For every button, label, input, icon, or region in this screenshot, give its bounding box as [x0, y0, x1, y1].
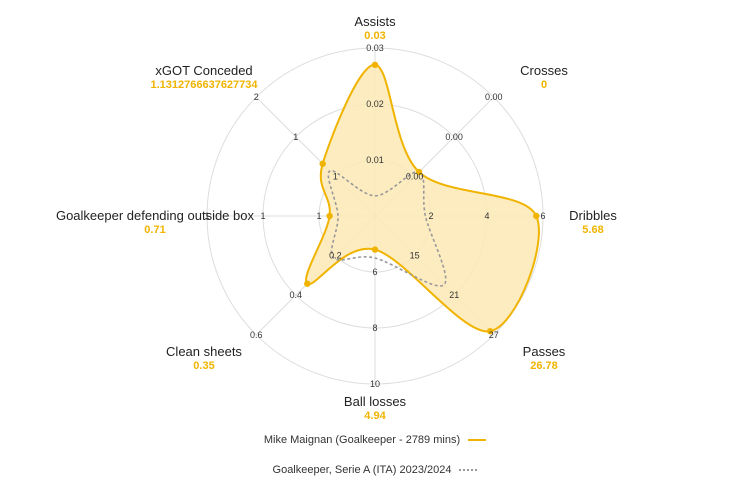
axis-3-tick-2: 4 [484, 211, 489, 221]
axis-6-tick-2: 0.4 [290, 290, 303, 300]
axis-3-tick-1: 2 [428, 211, 433, 221]
player-point-3[interactable] [533, 212, 540, 220]
axis-value-1: 0.03 [364, 30, 385, 42]
axis-label-2: Crosses [520, 63, 568, 78]
axis-label-1: Assists [354, 14, 396, 29]
axis-1-tick-3: 0.03 [366, 43, 384, 53]
player-point-1[interactable] [371, 61, 379, 68]
axis-label-7: Goalkeeper defending outside box [56, 208, 255, 223]
player-point-7[interactable] [326, 212, 333, 220]
chart-legend: Mike Maignan (Goalkeeper - 2789 mins) Go… [0, 432, 750, 492]
player-point-8[interactable] [319, 160, 326, 167]
axis-8-tick-1: 1 [333, 171, 338, 181]
axis-5-tick-3: 10 [370, 379, 380, 389]
axis-6-tick-3: 0.6 [250, 330, 263, 340]
axis-value-4: 26.78 [530, 360, 558, 372]
axis-1-tick-1: 0.01 [366, 155, 384, 165]
axis-3-tick-3: 6 [540, 211, 545, 221]
axis-4-tick-2: 21 [449, 290, 459, 300]
axis-value-5: 4.94 [364, 410, 386, 422]
axis-7-tick-3: 1 [204, 211, 209, 221]
legend-average-label: Goalkeeper, Serie A (ITA) 2023/2024 [272, 464, 452, 476]
player-point-5[interactable] [371, 246, 379, 253]
axis-value-6: 0.35 [193, 360, 214, 372]
legend-player-swatch [468, 439, 487, 441]
axis-label-5: Ball losses [344, 394, 407, 409]
legend-item-player[interactable]: Mike Maignan (Goalkeeper - 2789 mins) [0, 432, 750, 448]
player-point-6[interactable] [304, 280, 311, 287]
legend-average-swatch [459, 469, 478, 471]
axis-8-tick-2: 1 [293, 132, 298, 142]
axis-5-tick-2: 8 [372, 323, 377, 333]
axis-2-tick-1: 0.00 [406, 171, 424, 181]
axis-value-2: 0 [541, 79, 547, 91]
player-point-4[interactable] [487, 328, 494, 335]
axis-label-8: xGOT Conceded [155, 63, 252, 78]
legend-item-average[interactable]: Goalkeeper, Serie A (ITA) 2023/2024 [0, 462, 750, 478]
axis-7-tick-1: 1 [316, 211, 321, 221]
axis-label-3: Dribbles [569, 208, 617, 223]
series-average-line[interactable] [327, 170, 447, 287]
axis-value-8: 1.1312766637627734 [150, 79, 258, 91]
legend-player-label: Mike Maignan (Goalkeeper - 2789 mins) [263, 434, 461, 446]
axis-6-tick-1: 0.2 [329, 251, 342, 261]
axis-2-tick-2: 0.00 [445, 132, 463, 142]
player-point-2[interactable] [415, 168, 423, 176]
axis-value-3: 5.68 [582, 224, 603, 236]
series-player-area[interactable] [304, 63, 540, 333]
axis-value-7: 0.71 [144, 224, 165, 236]
axis-label-6: Clean sheets [166, 344, 242, 359]
axis-label-4: Passes [523, 344, 566, 359]
axis-8-tick-3: 2 [254, 92, 259, 102]
radar-chart: 0.010.020.030.000.000.002 4 615212768100.2… [56, 14, 617, 422]
axis-4-tick-3: 27 [489, 330, 499, 340]
axis-7-tick-2: 1 [260, 211, 265, 221]
axis-2-tick-3: 0.00 [485, 92, 503, 102]
axis-4-tick-1: 15 [410, 251, 420, 261]
axis-1-tick-2: 0.02 [366, 99, 384, 109]
axis-5-tick-1: 6 [372, 267, 377, 277]
